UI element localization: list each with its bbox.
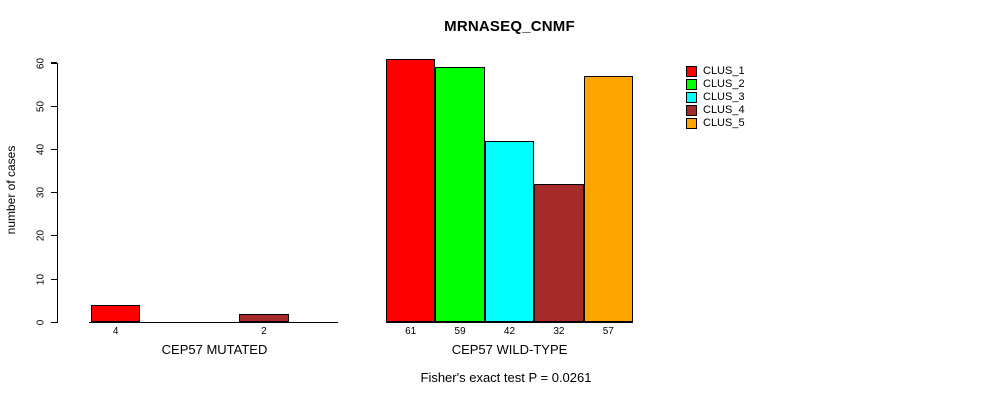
legend-swatch	[686, 78, 697, 90]
legend-label: CLUS_1	[703, 64, 745, 77]
legend-swatch	[686, 117, 697, 129]
legend-label: CLUS_4	[703, 103, 745, 116]
y-tick-label: 40	[35, 143, 47, 155]
y-tick-mark	[51, 62, 57, 64]
bar	[484, 140, 535, 323]
bar-value-label: 2	[261, 325, 267, 337]
y-tick-mark	[51, 321, 57, 323]
legend: CLUS_1 CLUS_2 CLUS_3 CLUS_4 CLUS_5	[686, 65, 745, 129]
y-tick-label: 30	[35, 187, 47, 199]
legend-label: CLUS_5	[703, 116, 745, 129]
bar-value-label: 4	[112, 325, 119, 337]
y-tick-mark	[51, 278, 57, 280]
bar	[239, 313, 289, 323]
group-label-mutated: CEP57 MUTATED	[161, 342, 268, 357]
legend-item: CLUS_2	[686, 78, 745, 91]
y-axis-line	[57, 63, 59, 323]
y-axis-label: number of cases	[4, 145, 18, 235]
bar	[386, 58, 436, 323]
legend-item: CLUS_1	[686, 65, 745, 78]
bar	[534, 184, 584, 323]
legend-item: CLUS_3	[686, 91, 745, 104]
y-tick-label: 50	[35, 100, 47, 112]
legend-item: CLUS_4	[686, 104, 745, 117]
x-baseline	[386, 322, 633, 324]
bar	[583, 76, 633, 323]
bar	[91, 305, 141, 323]
bar	[435, 67, 485, 323]
legend-swatch	[686, 65, 697, 77]
bar-value-label: 32	[553, 325, 565, 337]
fisher-test-annotation: Fisher's exact test P = 0.0261	[420, 370, 592, 385]
chart-title: MRNASEQ_CNMF	[444, 18, 575, 35]
y-tick-label: 20	[35, 230, 47, 242]
bar-value-label: 61	[405, 325, 417, 337]
y-tick-label: 10	[35, 273, 47, 285]
y-tick-label: 0	[35, 319, 47, 326]
legend-label: CLUS_2	[703, 77, 745, 90]
bar-value-label: 42	[503, 325, 516, 337]
legend-item: CLUS_5	[686, 117, 745, 130]
legend-swatch	[686, 104, 697, 116]
x-baseline	[89, 322, 338, 324]
legend-swatch	[686, 91, 697, 103]
y-tick-mark	[51, 148, 57, 150]
bar-value-label: 59	[454, 325, 466, 337]
y-tick-mark	[51, 192, 57, 194]
legend-label: CLUS_3	[703, 90, 745, 103]
y-tick-mark	[51, 235, 57, 237]
y-tick-label: 60	[35, 57, 47, 69]
group-label-wildtype: CEP57 WILD-TYPE	[451, 342, 568, 357]
y-tick-mark	[51, 105, 57, 107]
bar-value-label: 57	[602, 325, 614, 337]
